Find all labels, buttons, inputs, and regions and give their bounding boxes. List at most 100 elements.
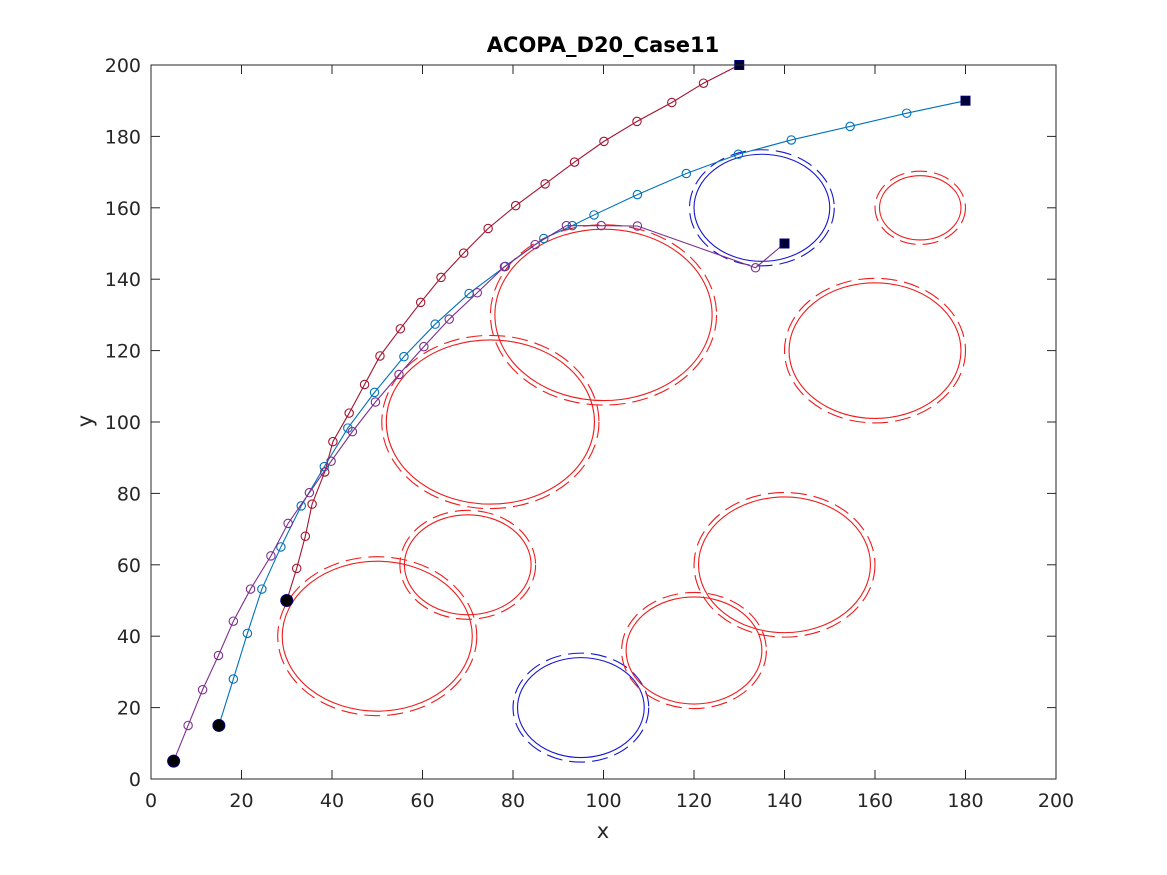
obstacle-7-boundary bbox=[697, 496, 872, 634]
path-1-waypoint bbox=[667, 97, 677, 108]
path-1-waypoint bbox=[415, 297, 426, 308]
path-2-waypoint bbox=[276, 542, 286, 552]
obstacle-6-boundary bbox=[625, 596, 763, 705]
path-1-waypoint bbox=[599, 136, 609, 147]
obstacle-9-safety-ring bbox=[874, 170, 967, 245]
x-tick-label: 120 bbox=[676, 790, 712, 812]
path-3-waypoint bbox=[326, 456, 336, 467]
path-2-waypoint bbox=[296, 501, 306, 511]
path-2-waypoint bbox=[369, 387, 380, 398]
obstacle-2-boundary bbox=[403, 514, 532, 616]
y-tick-label: 100 bbox=[105, 412, 141, 434]
path-3-waypoint bbox=[394, 369, 404, 380]
path-1-waypoint bbox=[436, 272, 446, 283]
path-2-waypoint bbox=[733, 149, 744, 160]
path-2-waypoint bbox=[228, 674, 239, 684]
path-1 bbox=[280, 60, 745, 607]
obstacle-9-boundary bbox=[878, 175, 962, 241]
path-2-goal-marker bbox=[960, 95, 971, 106]
path-3-start-marker bbox=[167, 754, 181, 768]
path-3-waypoint bbox=[530, 239, 540, 250]
chart-title: ACOPA_D20_Case11 bbox=[487, 33, 719, 57]
axes-layer: 0 20 40 60 80 100 120 140 160 180 200 0 20 40 60 80 100 1… bbox=[105, 55, 1074, 812]
plot-area bbox=[151, 65, 1056, 779]
path-1-waypoint bbox=[375, 351, 385, 361]
path-3-waypoint bbox=[632, 221, 643, 231]
x-tick-label: 200 bbox=[1038, 790, 1074, 812]
path-3-line bbox=[173, 225, 785, 762]
path-1-start-marker bbox=[280, 594, 294, 607]
obstacle-2 bbox=[399, 509, 537, 620]
path-1-waypoint bbox=[483, 223, 493, 234]
path-3-waypoint bbox=[370, 397, 381, 407]
obstacle-9 bbox=[874, 170, 967, 245]
path-2-start-marker bbox=[212, 718, 226, 732]
y-axis-label: y bbox=[73, 415, 97, 427]
path-2-waypoint bbox=[786, 135, 797, 145]
y-tick-label: 40 bbox=[117, 626, 141, 648]
path-1-waypoint bbox=[510, 200, 521, 211]
obstacle-3 bbox=[381, 334, 600, 510]
path-1-waypoint bbox=[300, 531, 311, 541]
path-3-waypoint bbox=[750, 263, 761, 273]
path-3 bbox=[167, 220, 790, 768]
path-2-waypoint bbox=[589, 210, 599, 220]
path-3-waypoint bbox=[304, 487, 315, 498]
path-3-waypoint bbox=[419, 341, 429, 352]
obstacle-layer bbox=[277, 149, 967, 763]
path-3-waypoint bbox=[266, 551, 276, 561]
obstacle-6 bbox=[621, 591, 767, 710]
y-tick-label: 160 bbox=[105, 198, 141, 220]
x-tick-label: 20 bbox=[229, 790, 253, 812]
path-3-waypoint bbox=[472, 288, 483, 298]
x-tick-label: 140 bbox=[766, 790, 802, 812]
path-3-goal-marker bbox=[779, 238, 790, 249]
y-tick-label: 180 bbox=[105, 126, 141, 148]
obstacle-10-safety-ring bbox=[688, 149, 835, 267]
y-tick-label: 200 bbox=[105, 55, 141, 77]
x-axis-label: x bbox=[597, 819, 609, 843]
path-3-waypoint bbox=[444, 314, 454, 324]
path-1-waypoint bbox=[458, 248, 469, 258]
obstacle-3-boundary bbox=[385, 339, 595, 505]
path-3-waypoint bbox=[197, 684, 208, 695]
path-1-waypoint bbox=[395, 324, 406, 334]
obstacle-1 bbox=[277, 556, 478, 717]
y-tick-label: 20 bbox=[117, 698, 141, 720]
path-2 bbox=[212, 95, 971, 732]
obstacle-6-safety-ring bbox=[621, 591, 767, 710]
obstacle-7-safety-ring bbox=[693, 491, 876, 638]
path-layer bbox=[167, 60, 971, 768]
x-tick-label: 180 bbox=[947, 790, 983, 812]
path-1-waypoint bbox=[698, 78, 709, 88]
path-1-waypoint bbox=[632, 116, 642, 127]
obstacle-3-safety-ring bbox=[381, 334, 600, 510]
x-tick-label: 100 bbox=[585, 790, 621, 812]
path-2-waypoint bbox=[632, 189, 643, 200]
x-tick-label: 160 bbox=[857, 790, 893, 812]
path-3-waypoint bbox=[561, 220, 572, 231]
path-2-waypoint bbox=[242, 628, 253, 639]
obstacle-1-boundary bbox=[281, 560, 473, 712]
path-2-waypoint bbox=[257, 584, 267, 594]
path-3-waypoint bbox=[183, 720, 193, 731]
x-tick-label: 40 bbox=[320, 790, 344, 812]
path-2-line bbox=[218, 100, 966, 726]
obstacle-10-boundary bbox=[693, 153, 831, 262]
path-1-waypoint bbox=[359, 379, 370, 390]
path-1-waypoint bbox=[291, 563, 302, 574]
y-tick-label: 120 bbox=[105, 341, 141, 363]
path-2-waypoint bbox=[901, 108, 912, 118]
path-2-waypoint bbox=[399, 351, 409, 362]
obstacle-10 bbox=[688, 149, 835, 267]
obstacle-5 bbox=[512, 652, 650, 763]
path-1-waypoint bbox=[540, 179, 550, 189]
x-tick-label: 80 bbox=[501, 790, 525, 812]
path-3-waypoint bbox=[245, 584, 256, 594]
path-2-waypoint bbox=[681, 168, 692, 179]
path-3-waypoint bbox=[283, 518, 293, 529]
path-1-line bbox=[286, 64, 740, 601]
path-1-waypoint bbox=[344, 408, 354, 418]
path-3-waypoint bbox=[499, 261, 510, 272]
